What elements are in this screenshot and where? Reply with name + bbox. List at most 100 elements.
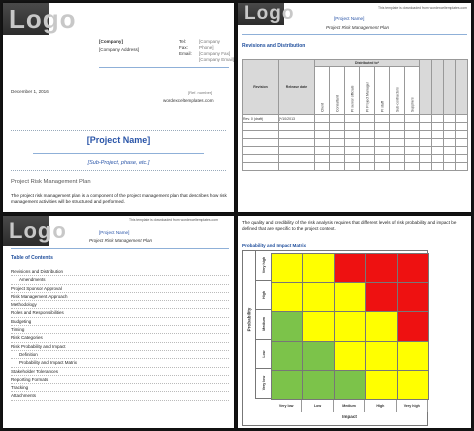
table-of-contents: Revisions and Distribution Amendments Proj… [11,268,229,401]
distribution-cell [374,130,390,139]
logo-placeholder: Logo [3,216,66,246]
distribution-cell [389,114,405,123]
toc-entry[interactable]: Stakeholder Tolerances [11,368,229,376]
project-name: [Project Name] [334,16,365,21]
revision-rows: Rev. 0 (draft) [*/10/2013 [242,114,468,171]
release-date-cell [278,138,315,147]
divider [11,130,226,131]
toc-entry[interactable]: Reporting Formats [11,376,229,385]
distribution-cell [419,114,432,123]
toc-entry[interactable]: Roles and Responsibilities [11,309,229,318]
contact-value: [Company Email] [199,57,234,62]
distribution-cell [443,146,456,155]
distribution-cell [419,162,432,171]
distribution-cell [329,122,345,131]
impact-level-label: High [365,400,397,412]
distribution-cell [359,154,375,163]
distribution-cell [329,130,345,139]
distribution-cell [431,130,444,139]
distribution-cell [419,130,432,139]
matrix-cell-red [396,253,429,284]
probability-label: Probability [246,307,252,332]
matrix-cell-red [333,253,367,284]
distribution-cell [314,114,330,123]
distribution-cell [443,162,456,171]
header-distribution-3: PI Project Manager [359,66,375,115]
distribution-cell [419,146,432,155]
probability-level: Very high [256,251,272,281]
header-distribution-6: Suppliers [404,66,420,115]
distribution-cell [314,162,330,171]
matrix-cell-green [271,311,304,342]
matrix-cell-yellow [396,369,429,400]
distribution-cell [443,138,456,147]
toc-entry[interactable]: Risk Categories [11,334,229,343]
distribution-cell [389,130,405,139]
divider [33,153,204,154]
toc-entry[interactable]: Risk Probability and Impact [11,343,229,351]
toc-entry[interactable]: Risk Management Approach [11,293,229,302]
distribution-cell [404,154,420,163]
distribution-cell [455,162,468,171]
toc-entry[interactable]: Project Sponsor Approval [11,285,229,293]
distribution-cell [314,122,330,131]
company-address: [Company Address] [99,47,140,52]
distribution-cell [389,138,405,147]
distribution-cell [404,138,420,147]
contact-labels: Tel: Fax: Email: [179,39,192,57]
divider [11,170,226,171]
table-row [242,130,468,139]
header-distribution-2: PI senior officials [344,66,360,115]
distribution-cell [443,130,456,139]
divider [99,67,229,68]
distribution-cell [389,154,405,163]
matrix-cell-yellow [396,340,429,371]
probability-axis: Probability [243,251,255,399]
distribution-cell [374,138,390,147]
matrix-page: The quality and credibility of the risk … [238,216,471,428]
project-name: [Project Name] [99,230,130,235]
distribution-cell [431,122,444,131]
distribution-cell [344,154,360,163]
revision-cell [242,130,279,139]
matrix-cell-yellow [302,311,335,342]
contact-value: [Company Phone] [199,39,220,50]
probability-impact-matrix: Probability Very high High Medium Low Very l… [242,250,429,426]
plan-title: Project Risk Management Plan [326,25,390,30]
toc-entry[interactable]: Attachments [11,392,229,401]
distribution-cell [404,114,420,123]
section-heading: Revisions and Distribution [242,43,306,49]
distribution-cell [359,130,375,139]
distribution-cell [344,130,360,139]
distribution-cell [329,138,345,147]
revision-cell: Rev. 0 (draft) [242,114,279,123]
contact-values: [Company Phone] [Company Fax] [Company E… [199,39,234,63]
distribution-cell [344,122,360,131]
toc-entry[interactable]: Probability and Impact Matrix [11,359,229,368]
probability-level-label: High [262,290,266,299]
toc-entry[interactable]: Budgeting [11,318,229,327]
matrix-cell-yellow [365,311,398,342]
table-row [242,122,468,131]
matrix-cell-red [396,282,429,313]
distribution-cell [455,146,468,155]
toc-entry[interactable]: Timing [11,326,229,335]
distribution-cell [344,162,360,171]
toc-page: Logo This template is downloaded from wo… [3,216,234,428]
toc-entry[interactable]: Revisions and Distribution [11,268,229,277]
sub-project: [Sub-Project, phase, etc.] [87,160,150,166]
toc-entry[interactable]: Amendments [11,276,229,285]
header-distributed: Distributed to* [314,59,420,67]
plan-title: Project Risk Management Plan [89,238,153,243]
matrix-cell-green [333,369,367,400]
toc-entry[interactable]: Tracking [11,384,229,393]
contact-label: Email: [179,51,192,56]
revision-cell [242,154,279,163]
toc-entry[interactable]: Definition [11,351,229,360]
toc-entry[interactable]: Methodology [11,301,229,310]
distribution-cell [359,122,375,131]
revision-cell [242,146,279,155]
revision-cell [242,138,279,147]
distribution-cell [329,146,345,155]
